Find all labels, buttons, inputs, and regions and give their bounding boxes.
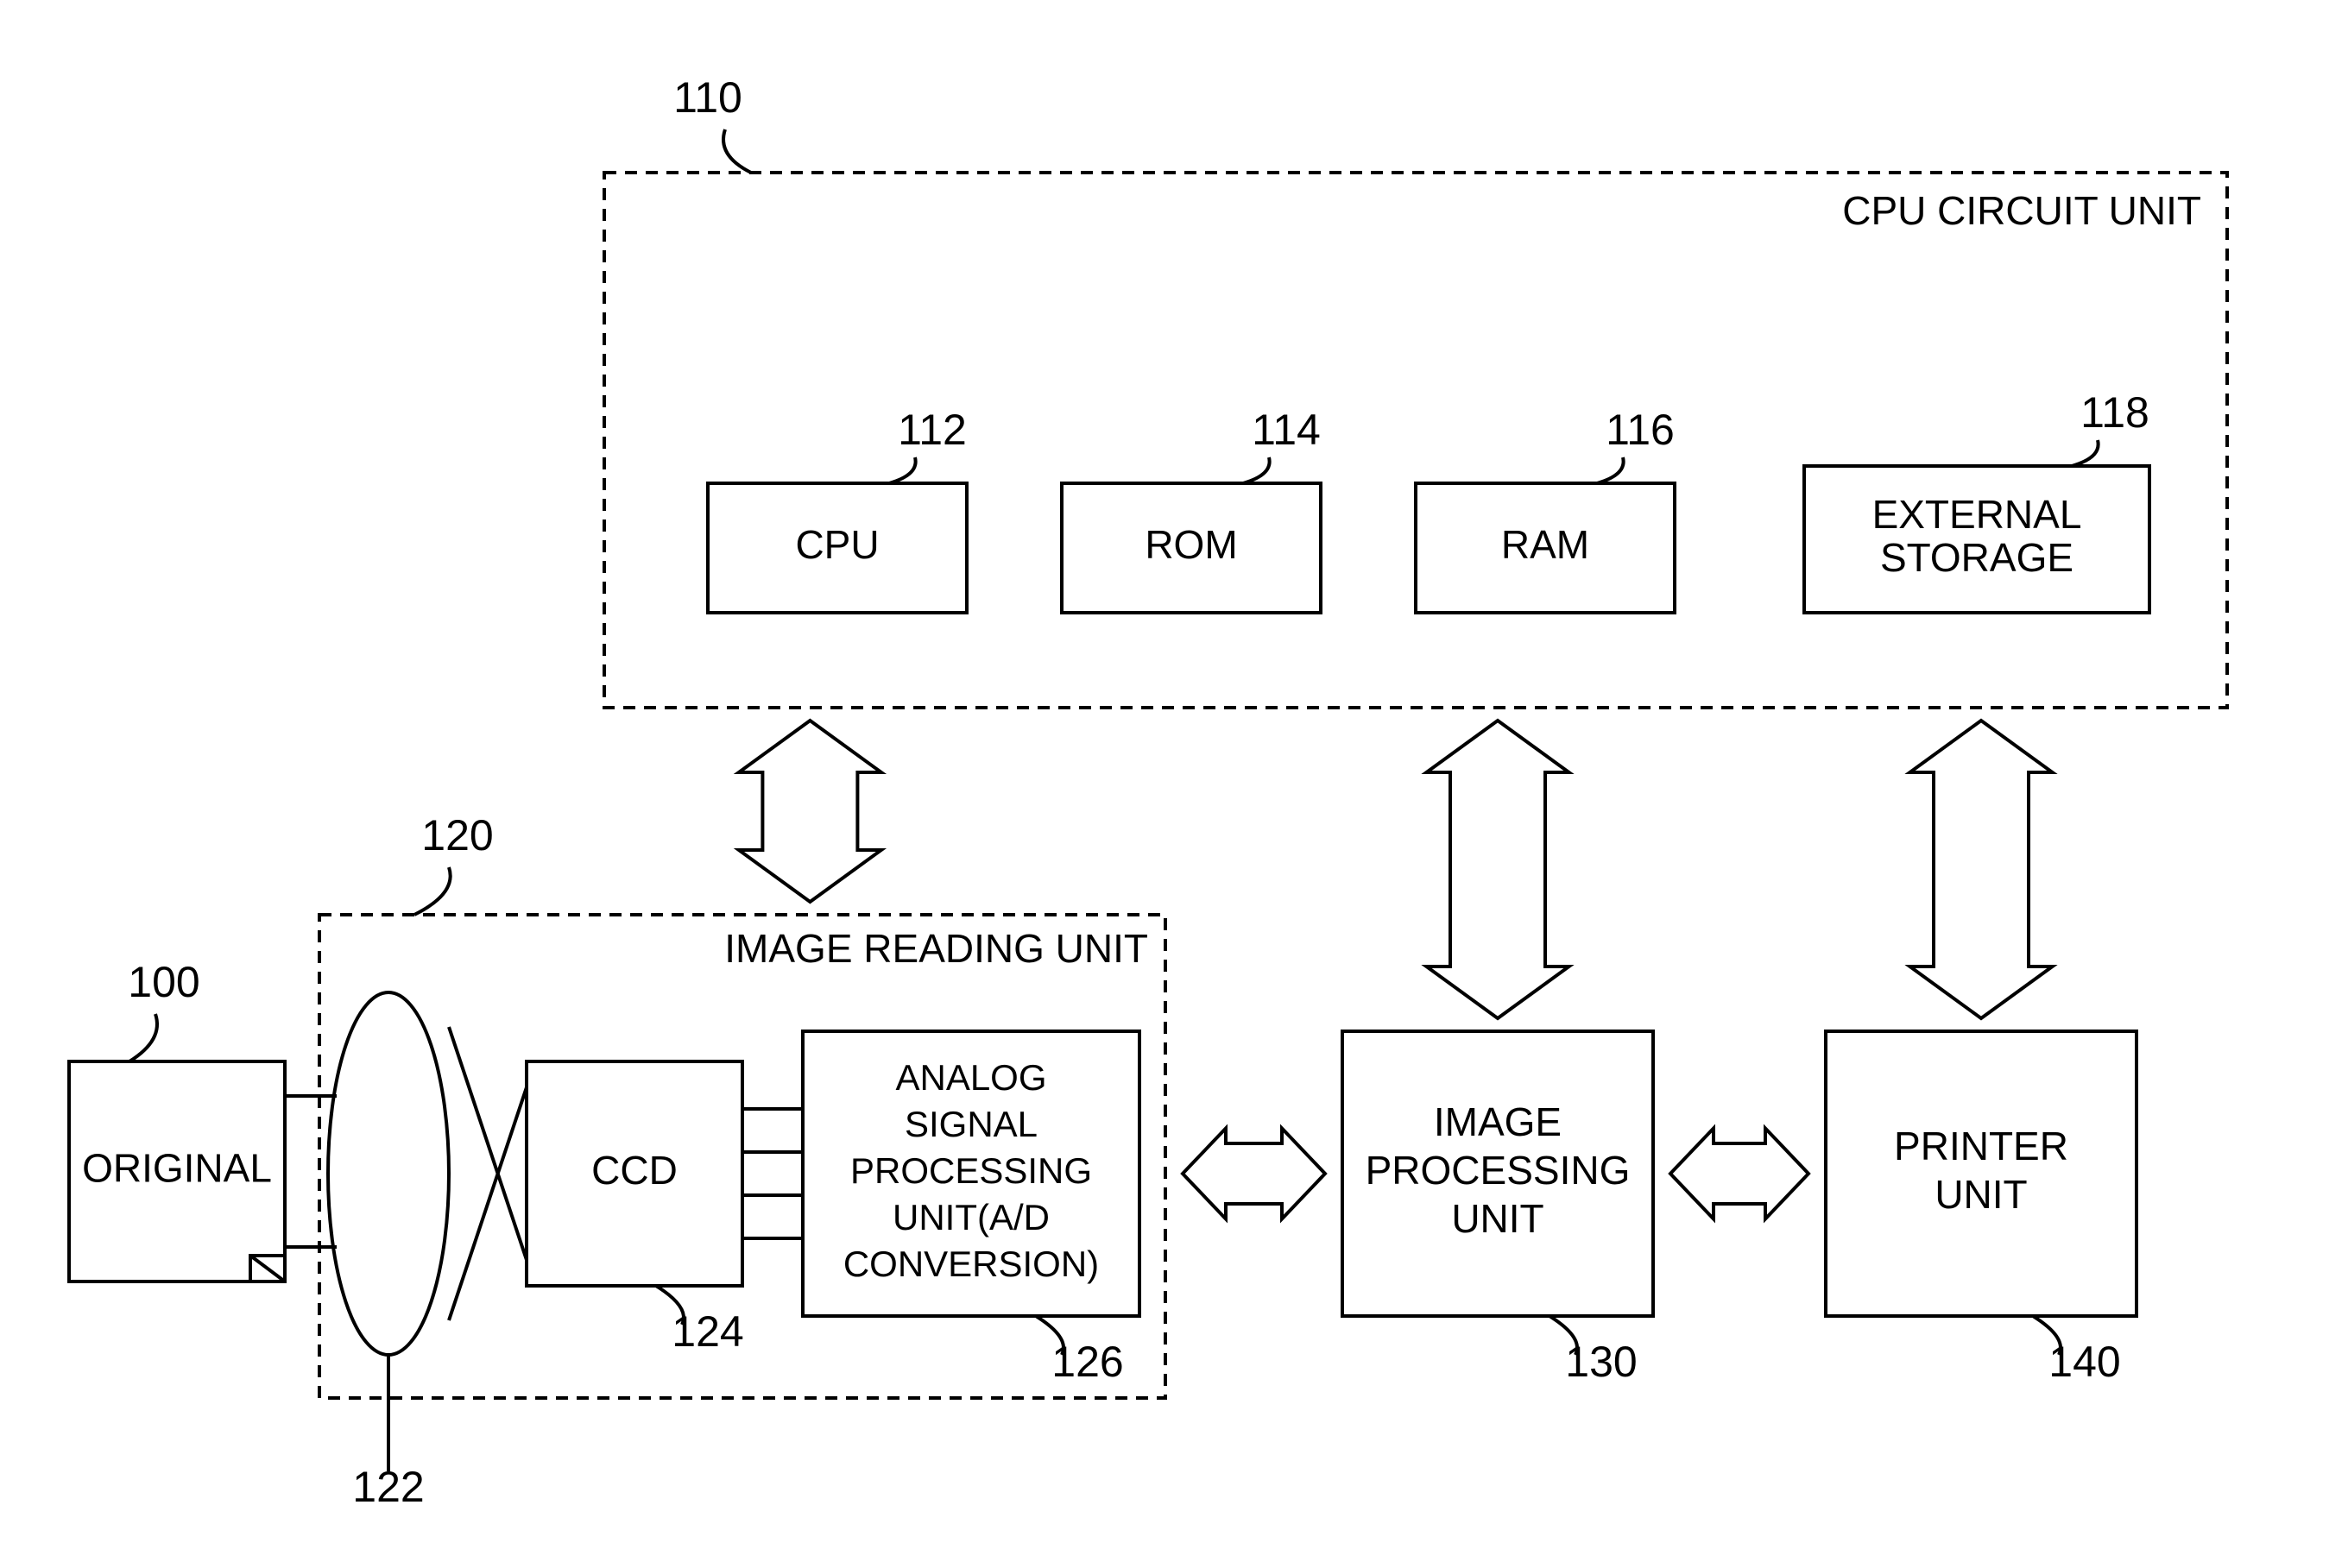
ref-118: 118 — [2080, 388, 2149, 437]
svg-text:EXTERNAL: EXTERNAL — [1872, 492, 2082, 537]
ref-116: 116 — [1606, 406, 1675, 454]
svg-text:PROCESSING: PROCESSING — [850, 1150, 1092, 1191]
ref-100: 100 — [128, 958, 199, 1006]
reading-unit-title: IMAGE READING UNIT — [724, 926, 1148, 971]
ref-120: 120 — [421, 811, 493, 860]
arrow-imageproc-printer — [1670, 1129, 1808, 1219]
ram-label: RAM — [1501, 522, 1589, 567]
lead-120 — [414, 867, 451, 915]
svg-text:SIGNAL: SIGNAL — [905, 1104, 1038, 1144]
external-storage-label: EXTERNALSTORAGE — [1872, 492, 2082, 580]
lead-118 — [2072, 440, 2099, 466]
optic-path-b — [449, 1087, 527, 1320]
arrow-cpu-printer — [1910, 721, 2053, 1018]
svg-text:ANALOG: ANALOG — [895, 1057, 1046, 1098]
svg-text:IMAGE: IMAGE — [1434, 1099, 1562, 1144]
svg-text:UNIT: UNIT — [1935, 1172, 2027, 1217]
cpu-unit-frame — [604, 173, 2227, 708]
ref-114: 114 — [1252, 406, 1321, 454]
lens — [328, 992, 449, 1355]
svg-text:STORAGE: STORAGE — [1880, 535, 2073, 580]
svg-text:UNIT(A/D: UNIT(A/D — [893, 1197, 1050, 1237]
optic-path-a — [449, 1027, 527, 1260]
svg-text:UNIT: UNIT — [1451, 1196, 1543, 1241]
lead-116 — [1597, 457, 1624, 483]
original-label: ORIGINAL — [82, 1146, 272, 1191]
lead-114 — [1243, 457, 1270, 483]
arrow-cpu-reading — [739, 721, 881, 902]
svg-text:PRINTER: PRINTER — [1894, 1124, 2068, 1168]
cpu-unit-title: CPU CIRCUIT UNIT — [1842, 188, 2201, 233]
arrow-cpu-imageproc — [1427, 721, 1569, 1018]
rom-label: ROM — [1145, 522, 1237, 567]
lead-110 — [723, 129, 751, 173]
arrow-reading-imageproc — [1183, 1129, 1325, 1219]
ref-112: 112 — [898, 406, 967, 454]
lead-100 — [129, 1014, 157, 1061]
cpu-label: CPU — [795, 522, 879, 567]
lead-112 — [889, 457, 916, 483]
ref-110: 110 — [673, 73, 742, 122]
svg-text:PROCESSING: PROCESSING — [1366, 1148, 1631, 1193]
svg-text:CONVERSION): CONVERSION) — [843, 1244, 1099, 1284]
ccd-label: CCD — [591, 1148, 678, 1193]
